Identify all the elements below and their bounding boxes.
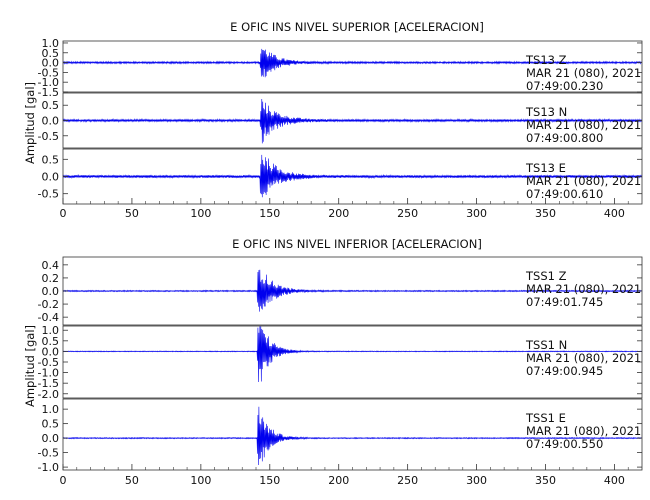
panel1-trace1-station-label: TSS1 N (525, 338, 567, 352)
panel1-trace2-station-label: TSS1 E (525, 411, 566, 425)
panel1-trace2-time-label: 07:49:00.550 (526, 437, 603, 451)
panel0-xtick-label: 300 (466, 207, 487, 220)
panel-upper-title: E OFIC INS NIVEL SUPERIOR [ACELERACION] (230, 20, 484, 34)
panel0-xtick-label: 400 (604, 207, 625, 220)
panel1-trace2-date-label: MAR 21 (080), 2021 (526, 424, 641, 438)
panel1-trace1-ytick-label: 0.5 (42, 335, 60, 348)
panel0-trace2-waveform (62, 154, 642, 198)
panel0-trace2-ytick-label: -0.5 (38, 188, 59, 201)
panel1-trace2-ytick-label: 1.0 (42, 403, 60, 416)
panel0-trace0-ytick-label: 1.0 (42, 37, 60, 50)
panel0-trace0-waveform (62, 48, 642, 78)
panel-lower: E OFIC INS NIVEL INFERIOR [ACELERACION] … (23, 237, 643, 487)
panel-lower-x-axis: 0 50 100 150 200 250 300 350 400 (60, 464, 629, 487)
panel0-trace0-ytick-label: -1.0 (38, 76, 59, 89)
panel0-trace0-ytick-label: 0.5 (42, 47, 60, 60)
panel1-xtick-label: 0 (60, 474, 67, 487)
panel1-xtick-label: 250 (397, 474, 418, 487)
panel-lower-ylabel: Amplitud [gal] (23, 325, 37, 407)
panel-upper: E OFIC INS NIVEL SUPERIOR [ACELERACION] … (23, 20, 643, 220)
panel0-xtick-label: 350 (535, 207, 556, 220)
panel1-xtick-label: 50 (125, 474, 139, 487)
panel-upper-ylabel: Amplitud [gal] (23, 82, 37, 164)
panel0-trace1-waveform (62, 99, 642, 144)
panel1-trace2-waveform (62, 406, 642, 466)
panel1-trace0-date-label: MAR 21 (080), 2021 (526, 282, 641, 296)
panel0-trace2-ytick-label: 0.5 (42, 153, 60, 166)
panel1-trace0-station-label: TSS1 Z (525, 269, 567, 283)
panel0-trace1-station-label: TS13 N (525, 105, 567, 119)
panel-upper-frame: 1.00.50.0-0.5-1.0-1.50.50.0-0.50.50.0-0.… (38, 37, 643, 205)
panel1-trace0-ytick-label: 0.2 (42, 272, 60, 285)
panel0-trace1-date-label: MAR 21 (080), 2021 (526, 118, 641, 132)
panel0-trace1-time-label: 07:49:00.800 (526, 131, 603, 145)
panel0-trace0-frame (62, 40, 643, 93)
panel0-xtick-label: 50 (125, 207, 139, 220)
panel0-trace2-time-label: 07:49:00.610 (526, 187, 603, 201)
panel0-trace0-time-label: 07:49:00.230 (526, 79, 603, 93)
panel0-trace0-date-label: MAR 21 (080), 2021 (526, 66, 641, 80)
panel1-trace1-ytick-label: -2.0 (38, 388, 59, 401)
panel0-trace1-ytick-label: -0.5 (38, 130, 59, 143)
panel1-trace1-ytick-label: -1.5 (38, 377, 59, 390)
panel1-trace2-ytick-label: 0.5 (42, 418, 60, 431)
panel0-trace2-ytick-label: 0.0 (42, 171, 60, 184)
panel1-trace1-ytick-label: 1.0 (42, 324, 60, 337)
panel0-xtick-label: 150 (259, 207, 280, 220)
panel0-xtick-label: 200 (328, 207, 349, 220)
panel0-trace0-ytick-label: -1.5 (38, 86, 59, 99)
panel-lower-title: E OFIC INS NIVEL INFERIOR [ACELERACION] (232, 237, 482, 251)
panel1-trace1-date-label: MAR 21 (080), 2021 (526, 351, 641, 365)
panel1-trace1-ytick-label: -0.5 (38, 356, 59, 369)
panel0-xtick-label: 0 (60, 207, 67, 220)
panel1-trace0-ytick-label: 0.0 (42, 285, 60, 298)
panel-upper-x-axis: 0 50 100 150 200 250 300 350 400 (60, 198, 629, 220)
panel0-trace0-ytick-label: 0.0 (42, 57, 60, 70)
panel0-trace1-ytick-label: 0.0 (42, 115, 60, 128)
panel1-trace1-time-label: 07:49:00.945 (526, 364, 603, 378)
panel0-trace0-ytick-label: -0.5 (38, 66, 59, 79)
panel1-trace1-ytick-label: -1.0 (38, 367, 59, 380)
panel0-xtick-label: 100 (190, 207, 211, 220)
panel1-xtick-label: 300 (466, 474, 487, 487)
panel0-trace0-station-label: TS13 Z (525, 53, 567, 67)
panel1-trace2-ytick-label: 0.0 (42, 432, 60, 445)
panel1-trace0-ytick-label: -0.4 (38, 311, 59, 324)
panel1-trace0-time-label: 07:49:01.745 (526, 295, 603, 309)
panel1-trace0-ytick-label: 0.4 (42, 259, 60, 272)
panel1-trace2-ytick-label: -1.0 (38, 461, 59, 474)
panel1-trace0-ytick-label: -0.2 (38, 298, 59, 311)
panel0-trace2-date-label: MAR 21 (080), 2021 (526, 174, 641, 188)
panel1-xtick-label: 350 (535, 474, 556, 487)
panel1-trace1-waveform (62, 326, 642, 382)
panel1-xtick-label: 100 (190, 474, 211, 487)
panel1-xtick-label: 200 (328, 474, 349, 487)
panel1-xtick-label: 150 (259, 474, 280, 487)
panel1-trace0-waveform (62, 269, 642, 312)
panel1-xtick-label: 400 (604, 474, 625, 487)
panel-lower-frame: 0.40.20.0-0.2-0.41.00.50.0-0.5-1.0-1.5-2… (38, 256, 643, 474)
panel0-trace2-station-label: TS13 E (525, 161, 566, 175)
panel0-xtick-label: 250 (397, 207, 418, 220)
panel1-trace1-ytick-label: 0.0 (42, 345, 60, 358)
panel1-trace2-ytick-label: -0.5 (38, 447, 59, 460)
panel0-trace1-ytick-label: 0.5 (42, 99, 60, 112)
